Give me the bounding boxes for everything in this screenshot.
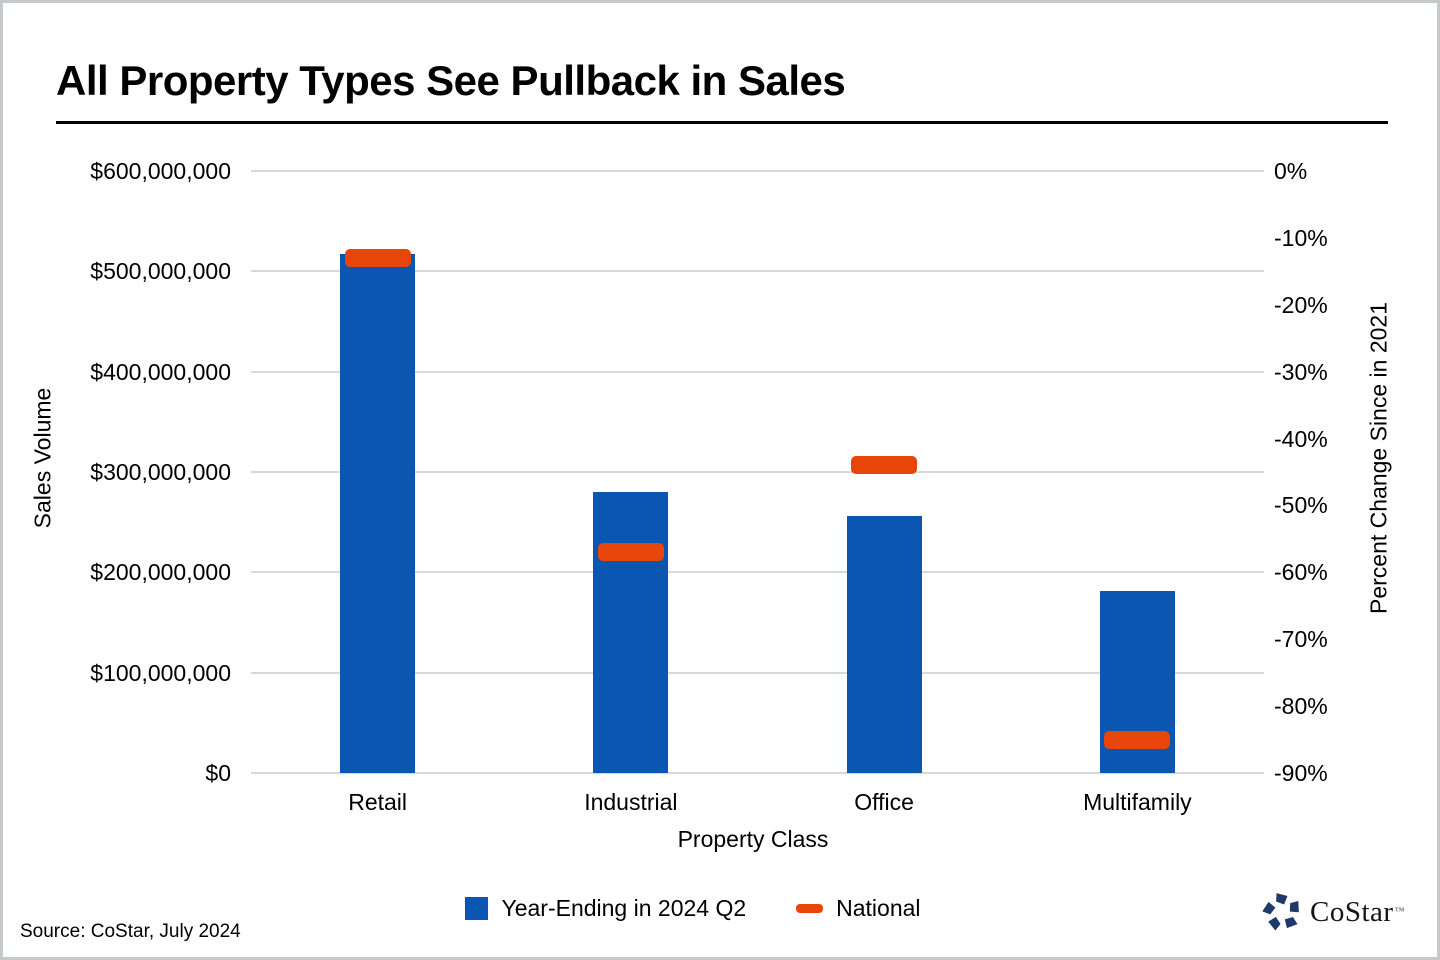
national-marker-multifamily bbox=[1104, 730, 1171, 749]
gridline bbox=[251, 170, 1264, 172]
y-axis-tick-right: -90% bbox=[1274, 760, 1328, 786]
gridline bbox=[251, 571, 1264, 574]
source-note: Source: CoStar, July 2024 bbox=[20, 921, 241, 942]
national-marker-office bbox=[851, 456, 918, 475]
bar-chart: Sales Volume Percent Change Since in 202… bbox=[3, 3, 1437, 957]
title-divider bbox=[56, 121, 1388, 124]
costar-logo-icon bbox=[1262, 893, 1299, 931]
y-axis-tick-right: -60% bbox=[1274, 559, 1328, 586]
y-axis-tick-right: -20% bbox=[1274, 291, 1328, 318]
y-axis-tick-right: -70% bbox=[1274, 626, 1328, 653]
costar-logo-text: CoStar bbox=[1310, 895, 1394, 928]
y-axis-tick-right: -80% bbox=[1274, 693, 1328, 720]
bar-office bbox=[846, 516, 922, 773]
legend-label-sales: Year-Ending in 2024 Q2 bbox=[501, 895, 747, 921]
legend-swatch-sales bbox=[465, 897, 489, 920]
y-axis-tick-right: 0% bbox=[1274, 158, 1308, 184]
costar-logo-tm: ™ bbox=[1394, 906, 1405, 918]
y-axis-tick-right: -50% bbox=[1274, 492, 1328, 519]
y-axis-tick-right: -10% bbox=[1274, 224, 1328, 251]
national-marker-retail bbox=[344, 248, 411, 267]
gridline bbox=[251, 270, 1264, 273]
legend: Year-Ending in 2024 Q2 National bbox=[3, 895, 1383, 922]
x-axis-title: Property Class bbox=[677, 826, 829, 852]
bar-industrial bbox=[593, 492, 669, 773]
y-axis-tick-left: $300,000,000 bbox=[90, 459, 231, 485]
y-axis-tick-left: $200,000,000 bbox=[90, 559, 231, 586]
y-axis-tick-right: -30% bbox=[1274, 358, 1328, 385]
y-axis-tick-left: $600,000,000 bbox=[90, 158, 231, 184]
gridline bbox=[251, 370, 1264, 373]
legend-swatch-national bbox=[796, 904, 824, 913]
x-axis-label-multifamily: Multifamily bbox=[1083, 789, 1192, 815]
national-marker-industrial bbox=[597, 543, 664, 562]
bar-retail bbox=[340, 254, 416, 773]
costar-logo: CoStar™ bbox=[1261, 889, 1404, 935]
page-title: All Property Types See Pullback in Sales bbox=[56, 57, 846, 104]
gridline bbox=[251, 671, 1264, 674]
y-axis-tick-left: $0 bbox=[205, 760, 231, 786]
x-axis-label-office: Office bbox=[854, 789, 914, 815]
gridline bbox=[251, 471, 1264, 473]
y-axis-tick-left: $100,000,000 bbox=[90, 659, 231, 686]
x-axis-label-industrial: Industrial bbox=[584, 789, 678, 815]
y-axis-tick-right: -40% bbox=[1274, 425, 1328, 452]
y-axis-tick-left: $500,000,000 bbox=[90, 258, 231, 285]
legend-label-national: National bbox=[836, 895, 921, 921]
gridline bbox=[251, 772, 1264, 774]
y-axis-tick-left: $400,000,000 bbox=[90, 358, 231, 385]
x-axis-label-retail: Retail bbox=[348, 789, 408, 815]
